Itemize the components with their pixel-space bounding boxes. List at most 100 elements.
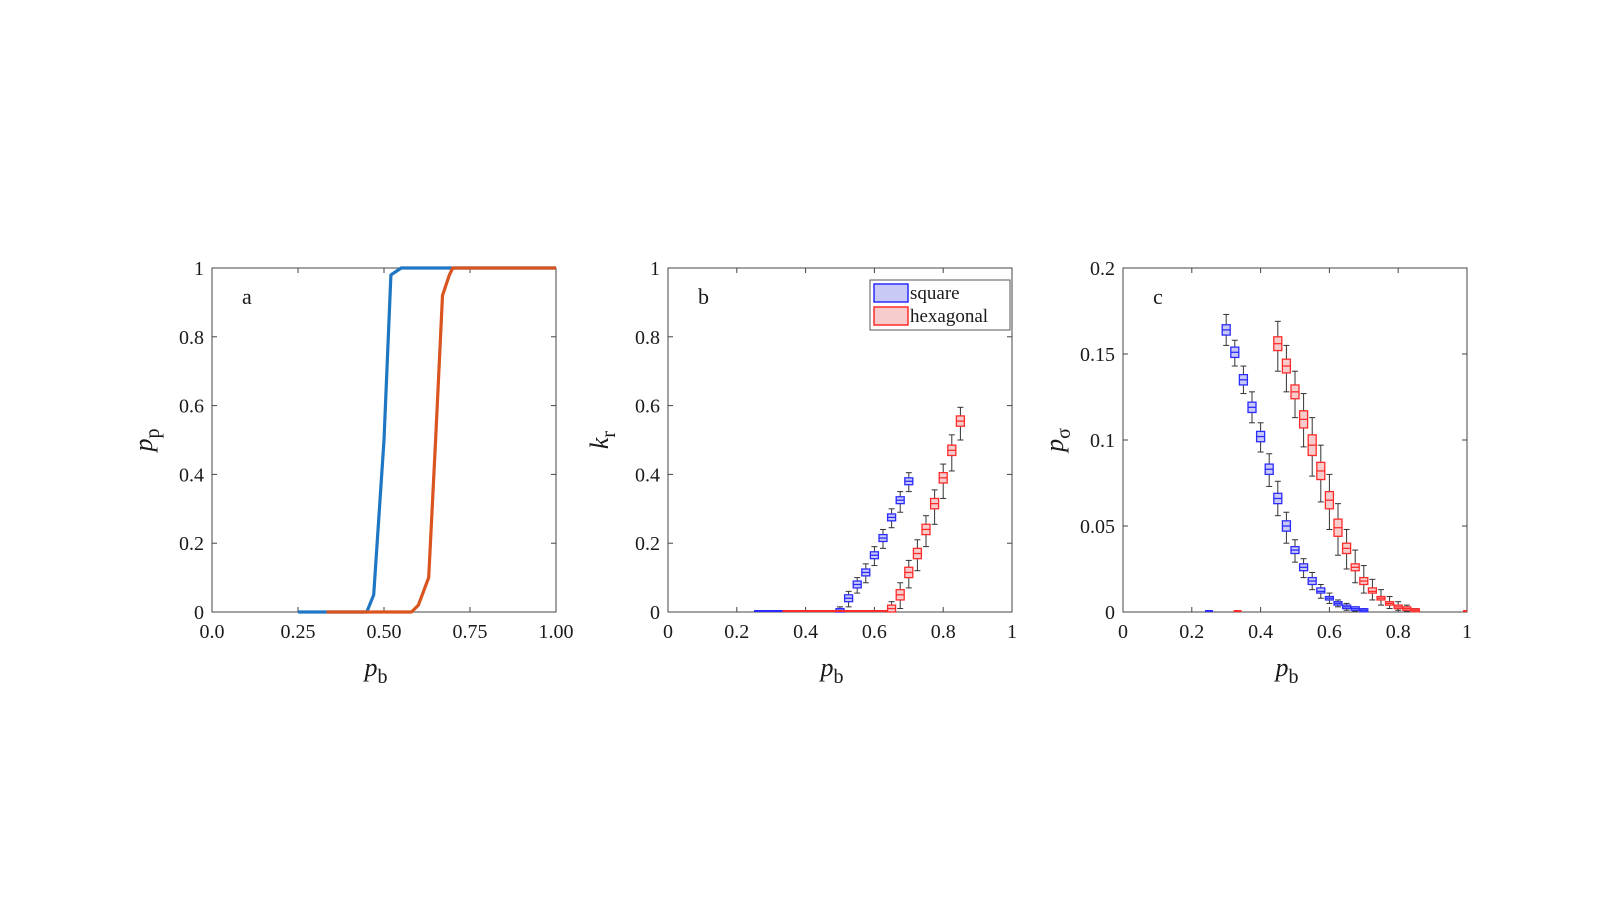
y-axis-label-main: p: [1040, 439, 1069, 454]
square-box: [1341, 602, 1352, 611]
series-line-0: [298, 266, 556, 614]
hexagonal-box: [1298, 393, 1309, 448]
x-tick-label: 0.6: [862, 621, 887, 643]
x-tick-label: 0: [1118, 621, 1128, 643]
square-box: [904, 472, 914, 493]
y-tick-label: 0.2: [179, 533, 204, 555]
y-tick-label: 1: [194, 258, 204, 280]
y-tick-label: 0.8: [635, 327, 660, 349]
box-body: [1316, 587, 1326, 594]
square-box: [869, 546, 880, 567]
hexagonal-box: [1281, 344, 1292, 393]
hexagonal-box: [921, 515, 931, 548]
hexagonal-box: [1316, 444, 1326, 503]
x-axis-label-main: p: [1274, 653, 1289, 682]
x-tick-label: 0.6: [1317, 621, 1342, 643]
hexagonal-box: [1350, 549, 1360, 584]
hexagonal-box: [1333, 503, 1343, 556]
x-axis-label-sub: b: [1289, 666, 1299, 688]
hexagonal-box: [1359, 565, 1369, 594]
square-box: [1333, 599, 1343, 608]
series-line-1: [326, 266, 556, 614]
square-box: [1359, 608, 1369, 613]
plot-area: [1205, 313, 1467, 613]
square-box: [1281, 511, 1292, 544]
square-box: [1298, 558, 1309, 579]
square-box: [1238, 365, 1249, 395]
y-tick-label: 0.2: [1090, 258, 1115, 280]
y-axis-label-sub: σ: [1053, 428, 1075, 439]
square-box: [852, 577, 862, 594]
hexagonal-box: [1367, 578, 1378, 601]
square-box: [1307, 571, 1317, 591]
y-axis-label-main: p: [129, 439, 158, 454]
x-tick-label: 0.25: [281, 621, 316, 643]
x-axis-label-main: p: [819, 653, 834, 682]
hexagonal-box: [1290, 370, 1300, 419]
hexagonal-box: [929, 489, 940, 525]
y-tick-label: 0.2: [635, 533, 660, 555]
x-tick-label: 1: [1462, 621, 1472, 643]
y-tick-label: 0.4: [635, 464, 660, 486]
x-axis-label-sub: b: [378, 666, 388, 688]
x-axis-label: pb: [363, 653, 388, 688]
y-axis-label-sub: r: [598, 431, 620, 438]
x-tick-label: 0.0: [200, 621, 225, 643]
y-tick-label: 1: [650, 258, 660, 280]
square-box: [1221, 313, 1231, 346]
y-tick-label: 0.6: [635, 396, 660, 418]
hexagonal-box: [1410, 608, 1421, 613]
square-box: [1264, 453, 1274, 487]
x-tick-label: 1: [1007, 621, 1017, 643]
panel-b: 0 0.2 0.4 0.6 0.8 100.20.40.60.81bpbkrsquareh…: [585, 258, 1017, 688]
hexagonal-box: [1307, 417, 1317, 477]
hexagonal-box: [886, 601, 897, 613]
y-axis-label-sub: p: [142, 429, 164, 439]
panel-letter: a: [242, 284, 252, 309]
x-tick-label: 0.4: [793, 621, 818, 643]
panel-letter: b: [698, 284, 709, 309]
y-axis-label-main: k: [585, 437, 614, 449]
x-tick-label: 0.8: [931, 621, 956, 643]
square-box: [1255, 422, 1266, 453]
square-box: [895, 491, 905, 513]
hexagonal-box: [1273, 320, 1283, 372]
x-axis-label-main: p: [363, 653, 378, 682]
square-box: [1230, 339, 1240, 367]
x-tick-label: 0.8: [1386, 621, 1411, 643]
legend-label-hexagonal: hexagonal: [910, 306, 988, 327]
panel-letter: c: [1153, 284, 1163, 309]
x-tick-label: 0.2: [1179, 621, 1204, 643]
y-tick-label: 0: [194, 602, 204, 624]
y-tick-label: 0.4: [179, 464, 204, 486]
hexagonal-box: [1376, 589, 1386, 606]
hexagonal-box: [1324, 473, 1335, 530]
square-box: [861, 563, 871, 584]
square-box: [1324, 592, 1335, 604]
square-box: [1350, 606, 1360, 612]
y-tick-label: 0.1: [1090, 430, 1115, 452]
x-tick-label: 0: [663, 621, 673, 643]
hexagonal-box: [955, 406, 966, 441]
y-tick-label: 0.05: [1080, 516, 1115, 538]
hexagonal-box: [947, 434, 957, 472]
square-box: [878, 528, 888, 549]
y-axis-label: pσ: [1040, 428, 1075, 454]
x-axis-label-sub: b: [834, 666, 844, 688]
hexagonal-box: [938, 463, 948, 499]
x-tick-label: 0.50: [367, 621, 402, 643]
x-tick-label: 0.2: [724, 621, 749, 643]
box-body: [1367, 587, 1378, 594]
square-box: [843, 590, 854, 608]
y-tick-label: 0: [1105, 602, 1115, 624]
hexagonal-box: [1384, 596, 1395, 610]
y-tick-label: 0.15: [1080, 344, 1115, 366]
hexagonal-box: [1402, 604, 1412, 612]
y-tick-label: 0.6: [179, 396, 204, 418]
x-axis-label: pb: [819, 653, 844, 688]
square-box: [886, 508, 897, 529]
